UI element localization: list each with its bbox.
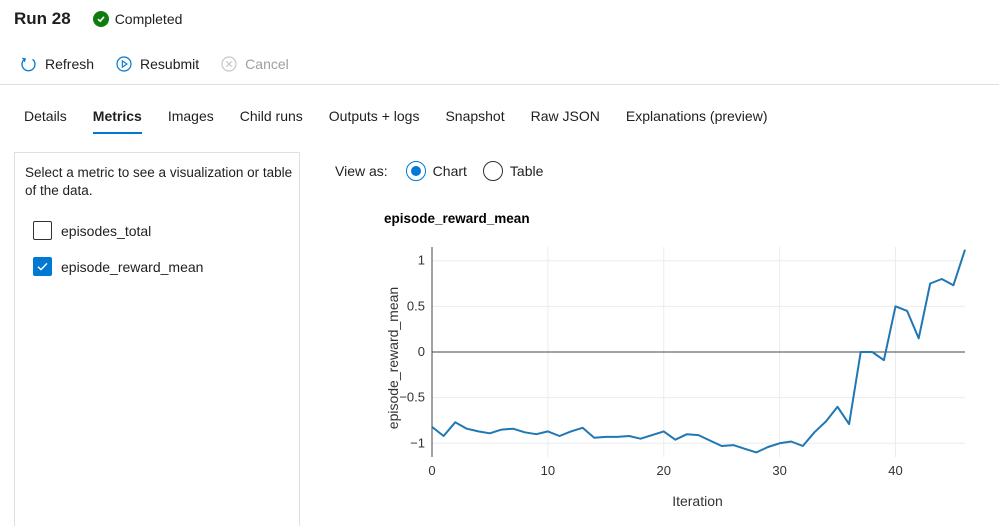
tab-child-runs[interactable]: Child runs	[239, 108, 303, 124]
metrics-list-panel: Select a metric to see a visualization o…	[14, 152, 300, 526]
metric-line-chart: 0 10 20 30 40 −1 −0.5 0 0.5 1 Iteration episode_rew…	[385, 247, 966, 509]
chart-title: episode_reward_mean	[384, 211, 530, 226]
chart-radio[interactable]	[405, 161, 426, 181]
tab-bar: Details Metrics Images Child runs Output…	[24, 104, 793, 138]
resubmit-label: Resubmit	[140, 56, 200, 72]
tab-images[interactable]: Images	[167, 108, 214, 124]
tab-snapshot[interactable]: Snapshot	[445, 108, 505, 124]
y-tick-label-4: 1	[418, 253, 425, 268]
table-option-label: Table	[509, 163, 544, 179]
check-circle-icon	[92, 11, 109, 27]
table-radio[interactable]	[482, 161, 503, 181]
metric-label: episode_reward_mean	[61, 258, 204, 275]
metric-item-episodes-total[interactable]: episodes_total	[33, 221, 151, 240]
refresh-label: Refresh	[45, 56, 95, 72]
x-tick-label-1: 10	[541, 463, 555, 478]
cancel-button[interactable]: Cancel	[221, 56, 289, 72]
y-tick-label-1: −0.5	[399, 390, 425, 405]
x-tick-label-3: 30	[772, 463, 786, 478]
view-as-table-option[interactable]: Table	[482, 161, 544, 181]
x-tick-label-0: 0	[428, 463, 435, 478]
tab-metrics[interactable]: Metrics	[92, 104, 142, 134]
metric-checkbox[interactable]	[33, 221, 52, 240]
tab-details[interactable]: Details	[24, 108, 67, 124]
refresh-icon	[21, 57, 36, 71]
view-as-label: View as:	[335, 163, 388, 179]
toolbar-divider	[0, 84, 999, 85]
series-line-0	[431, 249, 966, 454]
view-as-group: View as: Chart Table	[335, 160, 559, 182]
toolbar: Refresh Resubmit Cancel	[20, 53, 311, 75]
play-circle-icon	[116, 56, 132, 72]
metric-checkbox[interactable]	[33, 257, 52, 276]
view-as-chart-option[interactable]: Chart	[405, 161, 467, 181]
cancel-label: Cancel	[245, 56, 289, 72]
checkmark-icon	[37, 262, 48, 271]
metric-item-episode-reward-mean[interactable]: episode_reward_mean	[33, 257, 203, 276]
title-row: Run 28 Completed	[14, 8, 182, 30]
x-axis-title: Iteration	[672, 493, 723, 509]
x-tick-label-2: 20	[657, 463, 671, 478]
tab-outputs-logs[interactable]: Outputs + logs	[328, 108, 420, 124]
status-text: Completed	[114, 11, 183, 27]
cancel-circle-icon	[221, 56, 237, 72]
y-axis-title: episode_reward_mean	[385, 287, 401, 429]
refresh-button[interactable]: Refresh	[20, 56, 94, 73]
x-tick-label-4: 40	[888, 463, 902, 478]
metric-label: episodes_total	[61, 222, 152, 239]
run-title: Run 28	[14, 9, 71, 28]
resubmit-button[interactable]: Resubmit	[116, 56, 199, 72]
y-tick-label-0: −1	[410, 435, 425, 450]
y-tick-label-3: 0.5	[407, 298, 425, 313]
chart-option-label: Chart	[432, 163, 467, 179]
tab-raw-json[interactable]: Raw JSON	[530, 108, 600, 124]
metrics-hint: Select a metric to see a visualization o…	[25, 165, 293, 198]
status-badge: Completed	[92, 11, 183, 27]
tab-explanations[interactable]: Explanations (preview)	[625, 108, 768, 124]
y-tick-label-2: 0	[418, 344, 425, 359]
